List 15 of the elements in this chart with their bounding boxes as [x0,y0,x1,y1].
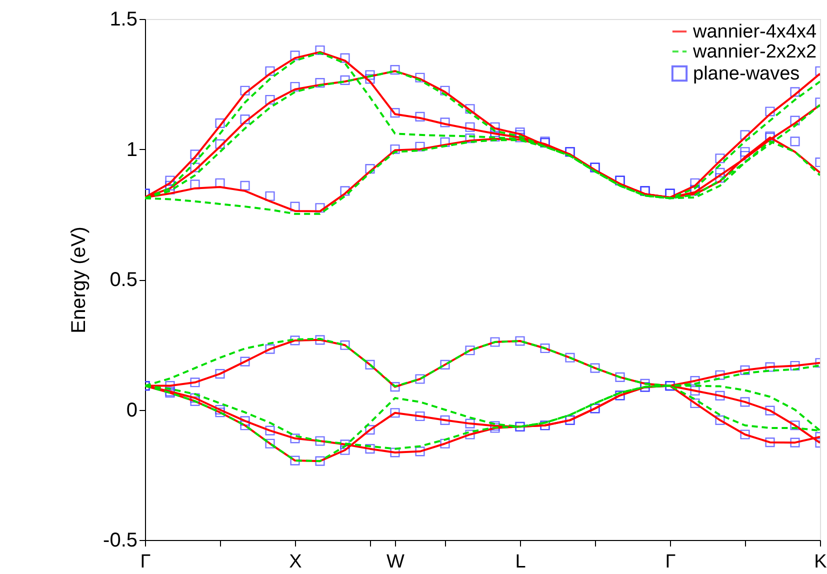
y-tick-label: 0.5 [110,269,138,291]
x-tick-label: K [814,552,827,572]
legend-label: plane-waves [693,64,800,84]
y-tick-label: 1 [126,138,138,161]
x-tick-label: L [515,552,526,572]
y-tick-label: 0 [126,399,138,422]
legend-label: wannier-2x2x2 [692,42,817,62]
x-tick-label: X [289,552,302,572]
y-tick-label: -0.5 [103,530,138,552]
x-tick-label: W [386,552,405,572]
y-axis-title: Energy (eV) [68,226,90,334]
legend-label: wannier-4x4x4 [692,22,817,42]
x-tick-label: Γ [665,552,676,572]
x-tick-label: Γ [140,552,151,572]
y-tick-label: 1.5 [110,8,138,30]
